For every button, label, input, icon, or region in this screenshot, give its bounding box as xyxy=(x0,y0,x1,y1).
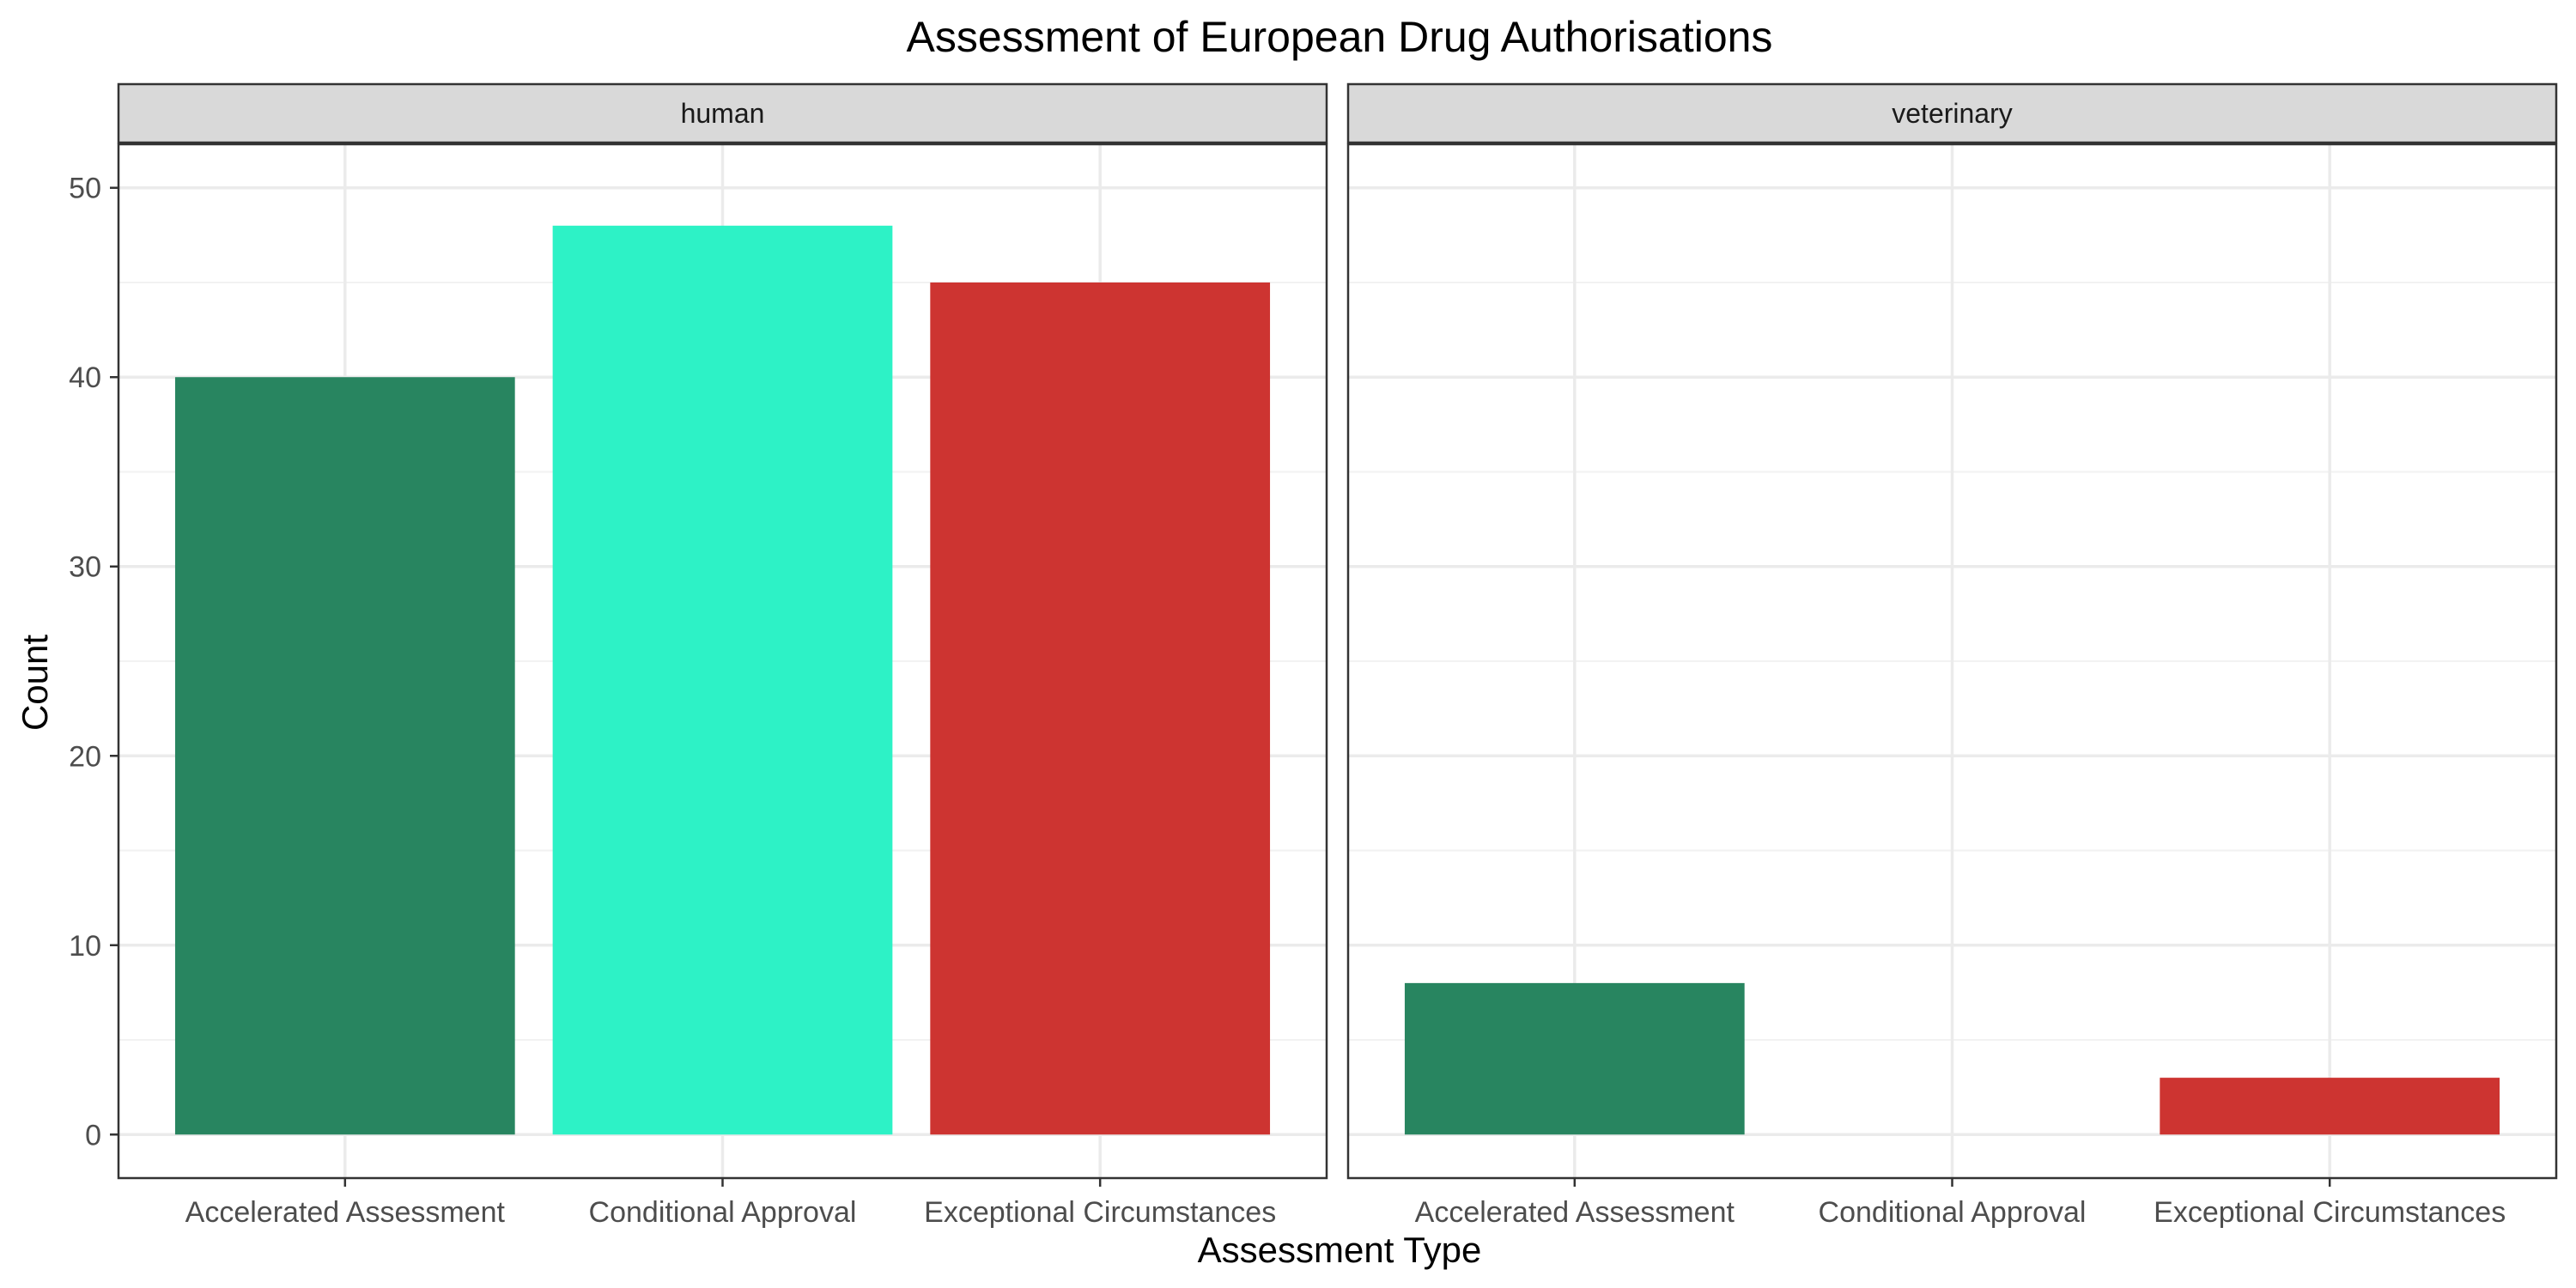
bar-veterinary-1 xyxy=(1404,982,1745,1135)
facet-label: veterinary xyxy=(1892,98,2013,129)
plot-area: human Accelerated Assessment Conditional A… xyxy=(69,82,2558,1229)
facet-label: human xyxy=(681,98,765,129)
x-tick-label: Accelerated Assessment xyxy=(185,1196,506,1229)
facet-strip xyxy=(117,82,1328,144)
bar-human-2 xyxy=(552,225,893,1135)
y-axis-title: Count xyxy=(15,635,55,731)
x-tick-label: Exceptional Circumstances xyxy=(2154,1196,2506,1229)
facet-strip xyxy=(1346,82,2558,144)
chart-title: Assessment of European Drug Authorisatio… xyxy=(907,13,1773,61)
x-tick-label: Accelerated Assessment xyxy=(1415,1196,1735,1229)
x-tick-label: Exceptional Circumstances xyxy=(924,1196,1276,1229)
y-tick-label: 0 xyxy=(85,1119,101,1151)
x-tick-label: Conditional Approval xyxy=(1819,1196,2087,1229)
y-tick-label: 30 xyxy=(69,551,101,584)
bar-human-1 xyxy=(174,377,515,1135)
y-tick-label: 10 xyxy=(69,930,101,963)
y-tick-label: 50 xyxy=(69,173,101,205)
x-axis-title: Assessment Type xyxy=(1198,1230,1482,1270)
bar-veterinary-3 xyxy=(2160,1078,2500,1135)
x-tick-label: Conditional Approval xyxy=(589,1196,857,1229)
bar-human-3 xyxy=(930,282,1271,1135)
y-tick-label: 20 xyxy=(69,740,101,773)
y-tick-label: 40 xyxy=(69,361,101,394)
